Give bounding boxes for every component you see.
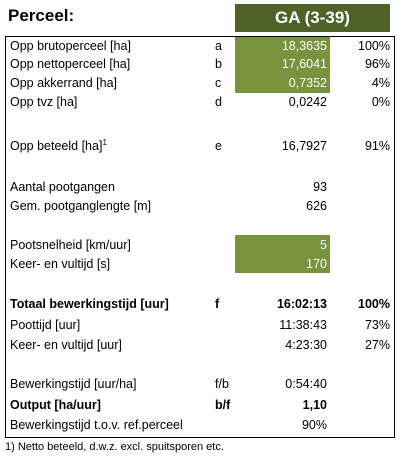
row-value: 0,7352	[288, 76, 327, 90]
row-percent: 27%	[364, 338, 390, 352]
row-label: Opp beteeld [ha]1	[10, 137, 107, 155]
row-value: 16,7927	[281, 139, 327, 153]
footnote: 1) Netto beteeld, d.w.z. excl. spuitspor…	[5, 441, 224, 453]
row-code: a	[215, 39, 222, 53]
label-text: Aantal pootgangen	[10, 180, 115, 194]
field-header: GA (3-39)	[235, 4, 390, 32]
row-label: Opp akkerrand [ha]	[10, 74, 117, 92]
row-label: Opp nettoperceel [ha]	[10, 55, 130, 73]
row-label: Opp tvz [ha]	[10, 93, 77, 111]
row-value: 1,10	[302, 398, 327, 412]
row-code: d	[215, 95, 222, 109]
label-text: Output [ha/uur]	[10, 398, 101, 412]
row-code: f/b	[215, 377, 229, 391]
footnote-marker: 1	[102, 138, 107, 147]
row-percent: 100%	[358, 39, 390, 53]
row-percent: 96%	[364, 57, 390, 71]
row-label: Poottijd [uur]	[10, 316, 80, 334]
label-text: Bewerkingstijd t.o.v. ref.perceel	[10, 418, 183, 432]
row-percent: 100%	[358, 297, 390, 311]
table-row: Gem. pootganglengte [m] 626	[0, 197, 400, 215]
table-row: Output [ha/uur] b/f 1,10	[0, 396, 400, 414]
row-label: Pootsnelheid [km/uur]	[10, 236, 131, 254]
row-percent: 91%	[364, 139, 390, 153]
row-label: Output [ha/uur]	[10, 396, 101, 414]
table-row: Opp akkerrand [ha] c 0,7352 4%	[0, 74, 400, 92]
row-value: 5	[320, 238, 327, 252]
table-row: Opp nettoperceel [ha] b 17,6041 96%	[0, 55, 400, 73]
table-row: Opp tvz [ha] d 0,0242 0%	[0, 93, 400, 111]
title: Perceel:	[8, 6, 75, 25]
row-value: 18,3635	[281, 39, 327, 53]
row-code: e	[215, 139, 222, 153]
row-label: Aantal pootgangen	[10, 178, 115, 196]
row-value: 93	[313, 180, 327, 194]
frame	[5, 36, 395, 438]
label-text: Pootsnelheid [km/uur]	[10, 238, 131, 252]
row-percent: 73%	[364, 318, 390, 332]
label-text: Opp tvz [ha]	[10, 95, 78, 109]
table-row: Bewerkingstijd [uur/ha] f/b 0:54:40	[0, 375, 400, 393]
row-label: Keer- en vultijd [s]	[10, 255, 110, 273]
row-percent: 0%	[371, 95, 390, 109]
row-value: 16:02:13	[276, 297, 327, 311]
row-value: 90%	[301, 418, 327, 432]
row-label: Keer- en vultijd [uur]	[10, 336, 122, 354]
row-code: b	[215, 57, 222, 71]
label-text: Opp akkerrand [ha]	[10, 76, 118, 90]
row-label: Gem. pootganglengte [m]	[10, 197, 151, 215]
table-row: Aantal pootgangen 93	[0, 178, 400, 196]
table-row: Bewerkingstijd t.o.v. ref.perceel 90%	[0, 416, 400, 434]
row-value: 0:54:40	[285, 377, 327, 391]
row-value: 4:23:30	[285, 338, 327, 352]
label-text: Opp nettoperceel [ha]	[10, 57, 131, 71]
table-row: Opp beteeld [ha]1 e 16,7927 91%	[0, 137, 400, 155]
row-label: Totaal bewerkingstijd [uur]	[10, 295, 169, 313]
label-text: Totaal bewerkingstijd [uur]	[10, 297, 169, 311]
input-cells	[235, 235, 330, 273]
label-text: Keer- en vultijd [uur]	[10, 338, 122, 352]
table-row: Poottijd [uur] 11:38:43 73%	[0, 316, 400, 334]
row-value: 170	[306, 257, 327, 271]
label-text: Keer- en vultijd [s]	[10, 257, 111, 271]
row-label: Bewerkingstijd [uur/ha]	[10, 375, 136, 393]
row-label: Opp brutoperceel [ha]	[10, 37, 131, 55]
label-text: Gem. pootganglengte [m]	[10, 199, 152, 213]
row-value: 626	[306, 199, 327, 213]
label-text: Opp brutoperceel [ha]	[10, 39, 131, 53]
row-percent: 4%	[371, 76, 390, 90]
table-row: Totaal bewerkingstijd [uur] f 16:02:13 100%	[0, 295, 400, 313]
row-value: 17,6041	[281, 57, 327, 71]
table-row: Pootsnelheid [km/uur] 5	[0, 236, 400, 254]
input-cells	[235, 37, 330, 93]
row-value: 11:38:43	[279, 318, 327, 332]
table-row: Keer- en vultijd [s] 170	[0, 255, 400, 273]
table-row: Keer- en vultijd [uur] 4:23:30 27%	[0, 336, 400, 354]
row-label: Bewerkingstijd t.o.v. ref.perceel	[10, 416, 183, 434]
label-text: Opp beteeld [ha]	[10, 139, 103, 153]
row-value: 0,0242	[288, 95, 327, 109]
label-text: Poottijd [uur]	[10, 318, 81, 332]
row-code: f	[215, 297, 220, 311]
label-text: Bewerkingstijd [uur/ha]	[10, 377, 137, 391]
table-row: Opp brutoperceel [ha] a 18,3635 100%	[0, 37, 400, 55]
row-code: c	[215, 76, 222, 90]
row-code: b/f	[215, 398, 231, 412]
